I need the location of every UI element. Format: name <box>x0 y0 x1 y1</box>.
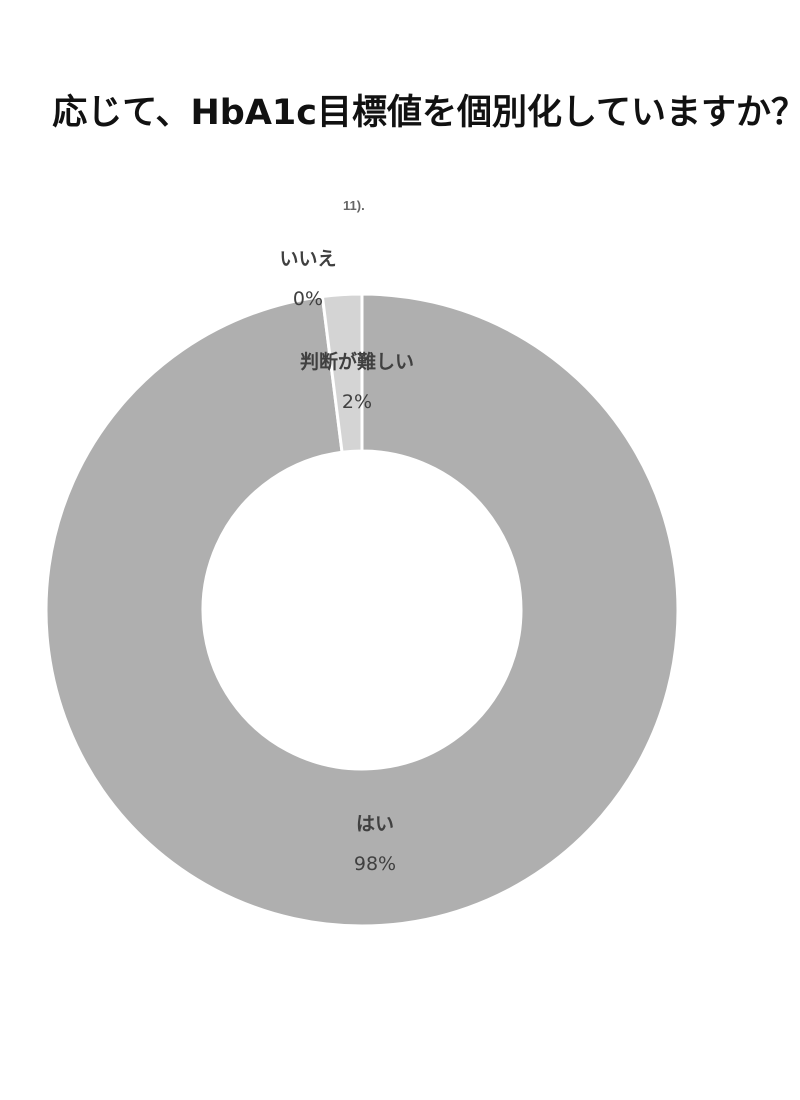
slice-value-label: 2% <box>342 391 372 413</box>
slice-value-label: 98% <box>354 853 396 875</box>
slice-category-label: いいえ <box>279 248 336 270</box>
donut-slice <box>44 292 680 928</box>
chart-title: 応じて、HbA1c目標値を個別化していますか？ <box>52 93 800 133</box>
chart-subtitle: 11). <box>343 198 365 213</box>
slice-category-label: 判断が難しい <box>300 350 414 373</box>
donut-slice <box>320 292 364 454</box>
slice-category-label: はい <box>356 813 394 835</box>
slice-value-label: 0% <box>293 288 323 310</box>
